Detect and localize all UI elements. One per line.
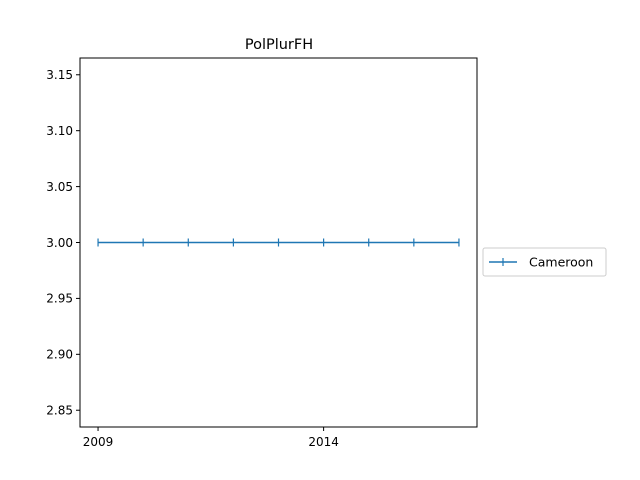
x-axis: 2009 2014	[83, 427, 339, 449]
x-tick-label: 2014	[308, 435, 339, 449]
series-layer	[97, 238, 460, 247]
y-tick-label: 2.85	[46, 404, 73, 418]
legend-box	[482, 247, 607, 277]
y-tick-label: 3.10	[46, 124, 73, 138]
y-tick-label: 2.95	[46, 292, 73, 306]
y-tick-label: 3.15	[46, 68, 73, 82]
x-tick-label: 2009	[83, 435, 114, 449]
legend-swatch	[489, 258, 517, 266]
y-tick-label: 3.05	[46, 180, 73, 194]
chart-title: PolPlurFH	[245, 37, 313, 53]
legend-label-cameroon: Cameroon	[529, 255, 593, 270]
y-axis: 2.85 2.90 2.95 3.00 3.05 3.10 3.15	[46, 68, 80, 418]
y-tick-label: 2.90	[46, 348, 73, 362]
y-tick-label: 3.00	[46, 236, 73, 250]
legend: Cameroon	[482, 247, 607, 277]
